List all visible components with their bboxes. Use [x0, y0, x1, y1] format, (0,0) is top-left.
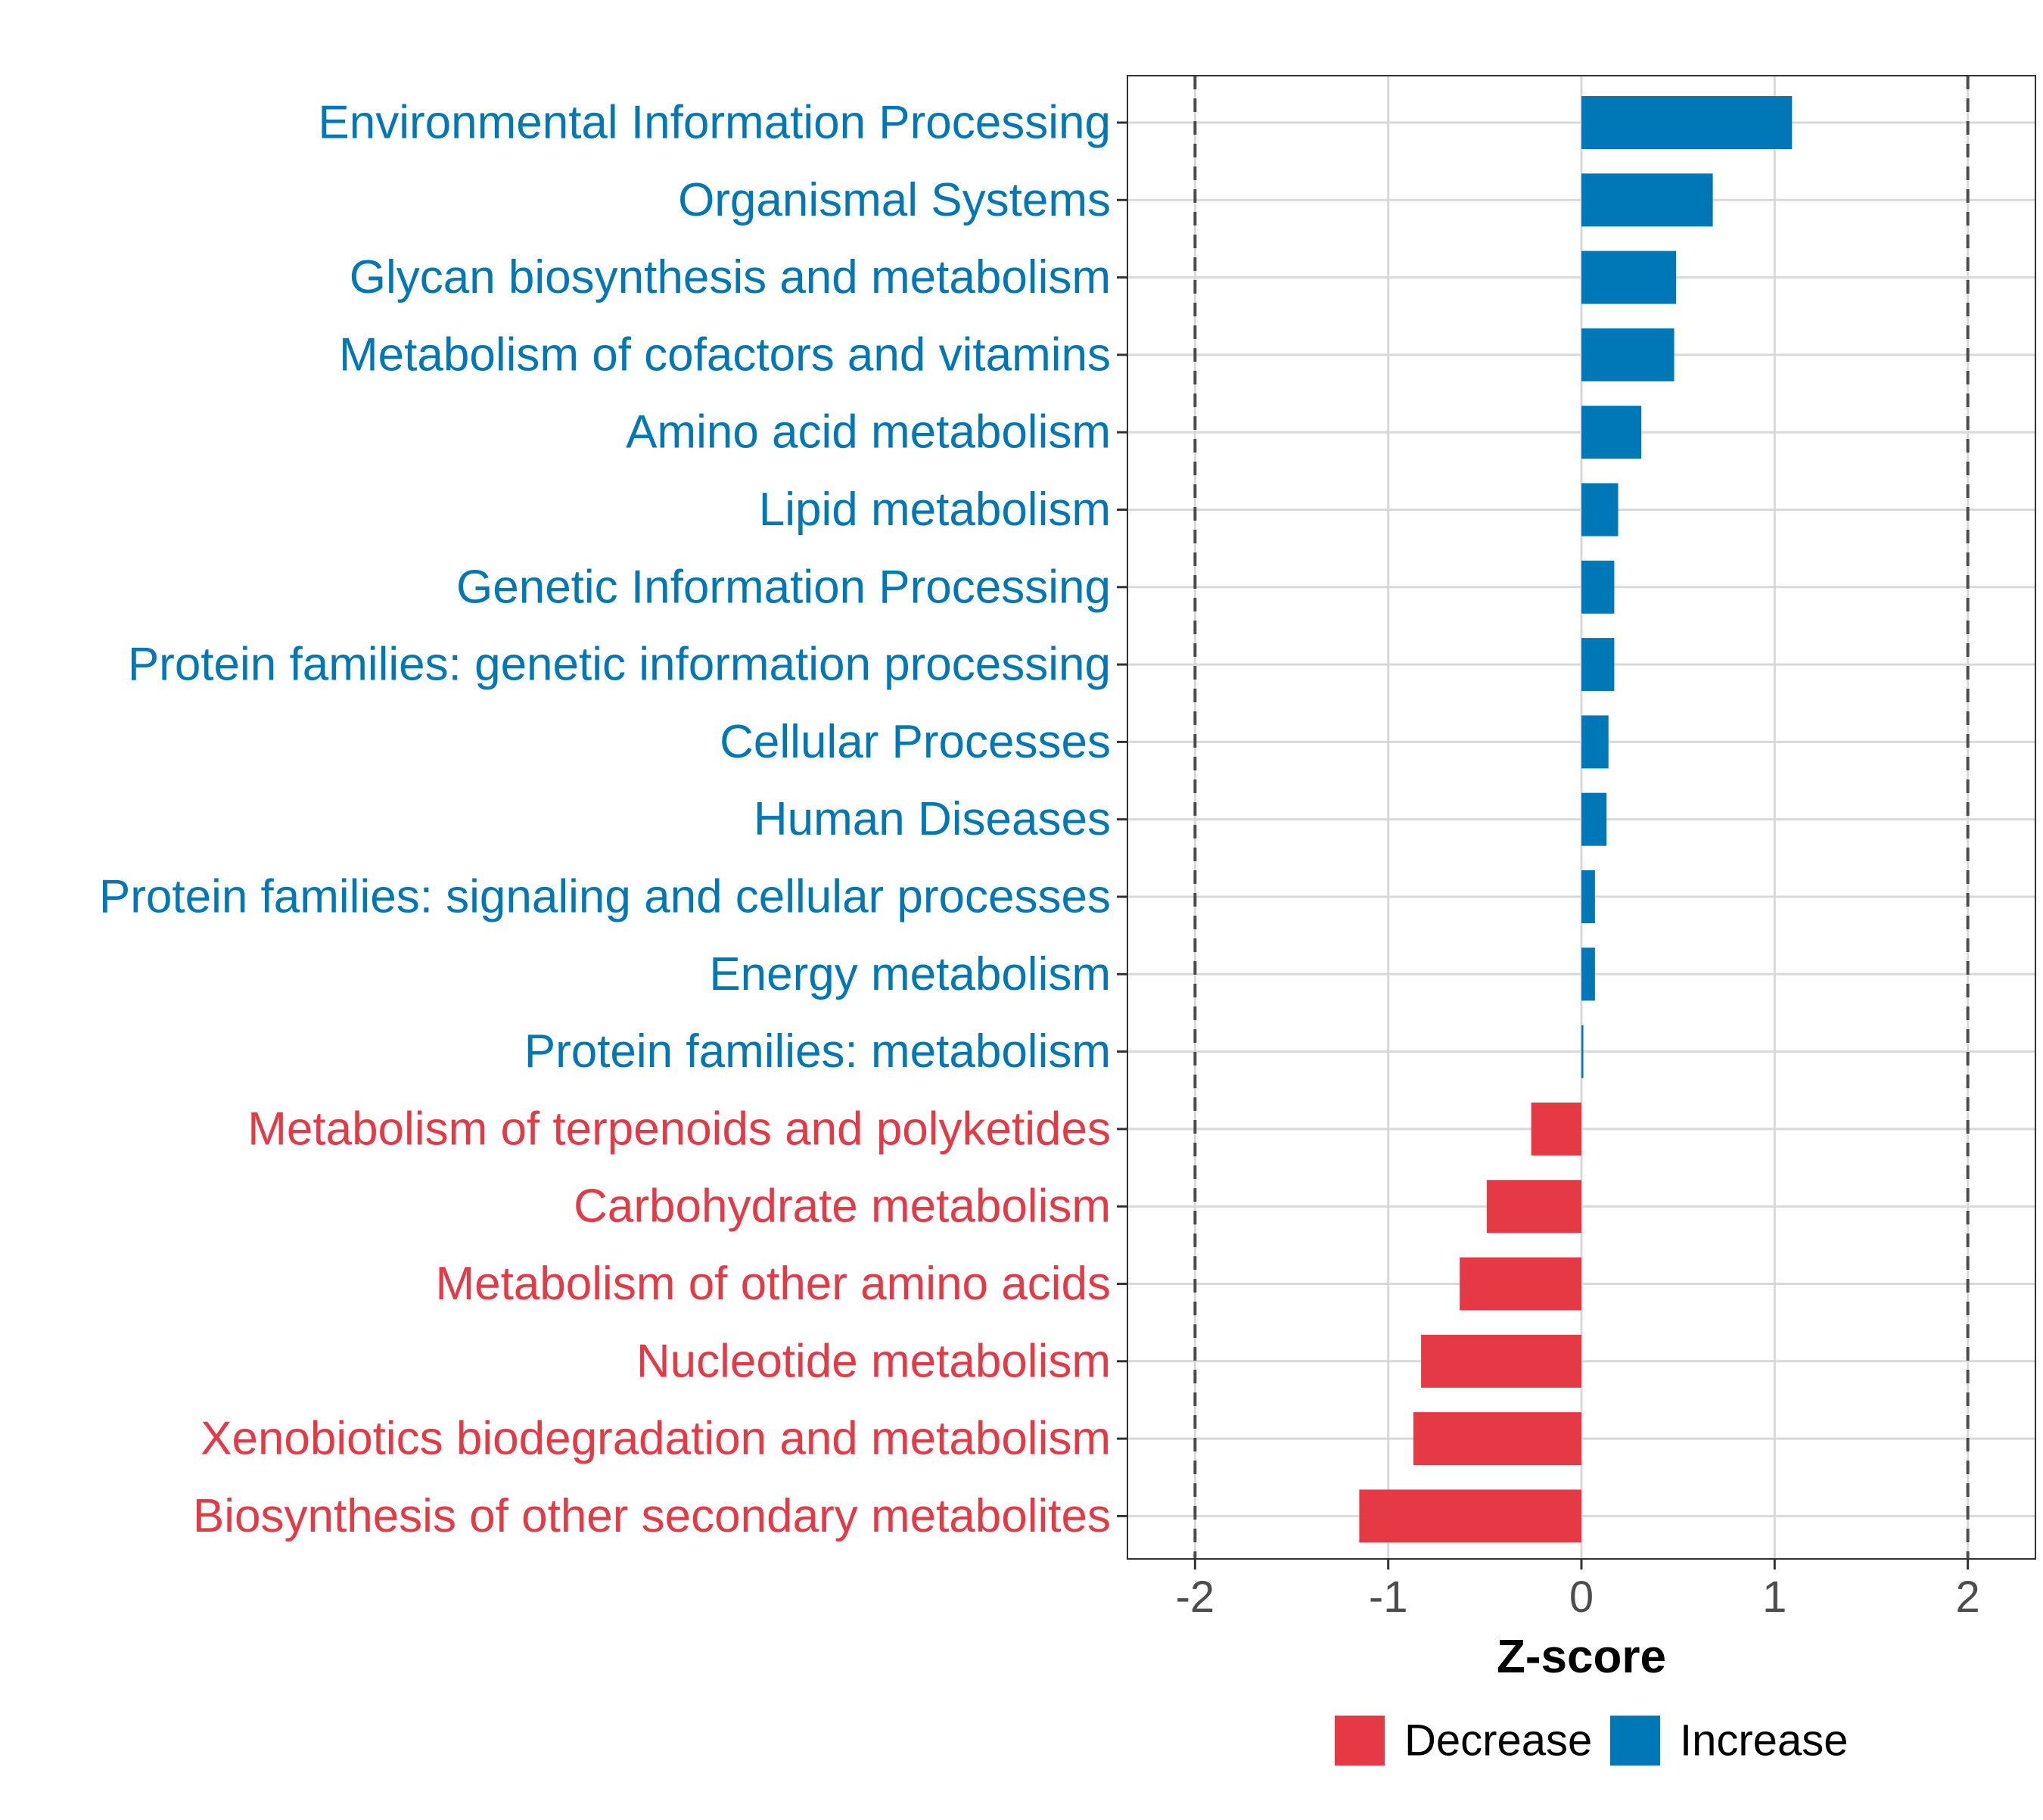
bar	[1581, 406, 1642, 459]
category-label: Biosynthesis of other secondary metaboli…	[193, 1490, 1111, 1542]
bar	[1581, 792, 1607, 846]
bar	[1359, 1489, 1581, 1543]
bar	[1581, 715, 1609, 769]
bar	[1581, 560, 1615, 614]
category-label: Nucleotide metabolism	[636, 1335, 1111, 1387]
x-axis-title: Z-score	[1497, 1631, 1666, 1683]
category-label: Metabolism of cofactors and vitamins	[339, 328, 1111, 381]
category-label: Glycan biosynthesis and metabolism	[350, 251, 1111, 303]
x-tick-label: -1	[1369, 1573, 1408, 1622]
category-label: Cellular Processes	[720, 716, 1111, 768]
category-label: Energy metabolism	[709, 948, 1111, 1000]
x-tick-label: 2	[1956, 1573, 1980, 1622]
x-axis-tick-labels: -2 -1 0 1 2	[1176, 1573, 1980, 1622]
bar	[1581, 870, 1595, 923]
bar	[1413, 1412, 1581, 1466]
bar	[1531, 1102, 1581, 1156]
category-label: Lipid metabolism	[759, 484, 1111, 536]
category-label: Carbohydrate metabolism	[574, 1181, 1111, 1233]
x-tick-label: 0	[1569, 1573, 1594, 1622]
bars	[1359, 96, 1793, 1543]
y-axis-ticks	[1117, 121, 1127, 1517]
legend: Decrease Increase	[1335, 1716, 1848, 1766]
bar	[1581, 638, 1615, 692]
bar	[1486, 1180, 1581, 1234]
bar	[1421, 1334, 1581, 1388]
y-axis-category-labels: Environmental Information Processing Orga…	[99, 97, 1111, 1542]
x-tick-label: -2	[1176, 1573, 1215, 1622]
legend-key	[1610, 1716, 1660, 1766]
bar	[1581, 483, 1619, 537]
category-label: Protein families: genetic information pr…	[128, 639, 1111, 691]
legend-label: Decrease	[1404, 1716, 1592, 1766]
x-tick-label: 1	[1762, 1573, 1786, 1622]
category-label: Metabolism of other amino acids	[435, 1258, 1111, 1310]
x-axis-ticks	[1193, 1559, 1970, 1570]
bar	[1460, 1257, 1581, 1311]
category-label: Xenobiotics biodegradation and metabolis…	[201, 1413, 1111, 1465]
bar	[1581, 947, 1595, 1001]
bar	[1581, 250, 1677, 304]
bar	[1581, 1025, 1584, 1078]
category-label: Genetic Information Processing	[456, 561, 1111, 613]
category-label: Protein families: signaling and cellular…	[99, 871, 1111, 923]
reference-lines	[1193, 76, 1970, 1559]
legend-label: Increase	[1680, 1716, 1848, 1766]
category-label: Protein families: metabolism	[524, 1025, 1111, 1078]
bar	[1581, 328, 1675, 381]
category-label: Metabolism of terpenoids and polyketides	[247, 1103, 1111, 1155]
bar	[1581, 173, 1713, 227]
category-label: Amino acid metabolism	[626, 406, 1111, 459]
category-label: Organismal Systems	[678, 174, 1111, 226]
category-label: Environmental Information Processing	[318, 97, 1111, 149]
category-label: Human Diseases	[754, 793, 1111, 845]
legend-key	[1335, 1716, 1385, 1766]
bar	[1581, 96, 1793, 149]
